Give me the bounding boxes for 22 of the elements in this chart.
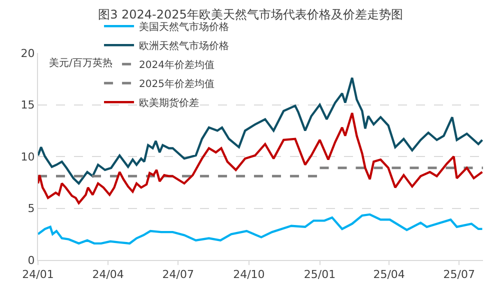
y-tick-label: 15: [20, 98, 35, 112]
legend-label: 2024年价差均值: [139, 59, 214, 71]
legend-label: 2025年价差均值: [139, 78, 214, 90]
x-tick-label: 25/07: [443, 268, 475, 282]
y-tick-label: 20: [20, 46, 35, 60]
y-tick-label: 0: [28, 254, 35, 267]
legend-label: 欧美期货价差: [139, 97, 200, 109]
x-tick-label: 25/01: [304, 268, 336, 282]
y-tick-label: 5: [28, 202, 35, 216]
x-tick-label: 24/04: [92, 268, 124, 282]
line-series: [38, 76, 483, 185]
x-tick-label: 24/07: [162, 268, 194, 282]
line-series: [38, 213, 483, 245]
legend-label: 欧洲天然气市场价格: [139, 40, 230, 52]
x-tick-label: 25/04: [373, 268, 405, 282]
chart-title: 图3 2024-2025年欧美天然气市场代表价格及价差走势图: [98, 7, 403, 22]
y-tick-label: 10: [20, 150, 35, 164]
x-tick-label: 24/01: [22, 268, 54, 282]
line-series: [38, 112, 483, 204]
y-axis-title: 美元/百万英热: [49, 57, 112, 69]
legend-label: 美国天然气市场价格: [139, 21, 230, 33]
x-tick-label: 24/10: [233, 268, 265, 282]
